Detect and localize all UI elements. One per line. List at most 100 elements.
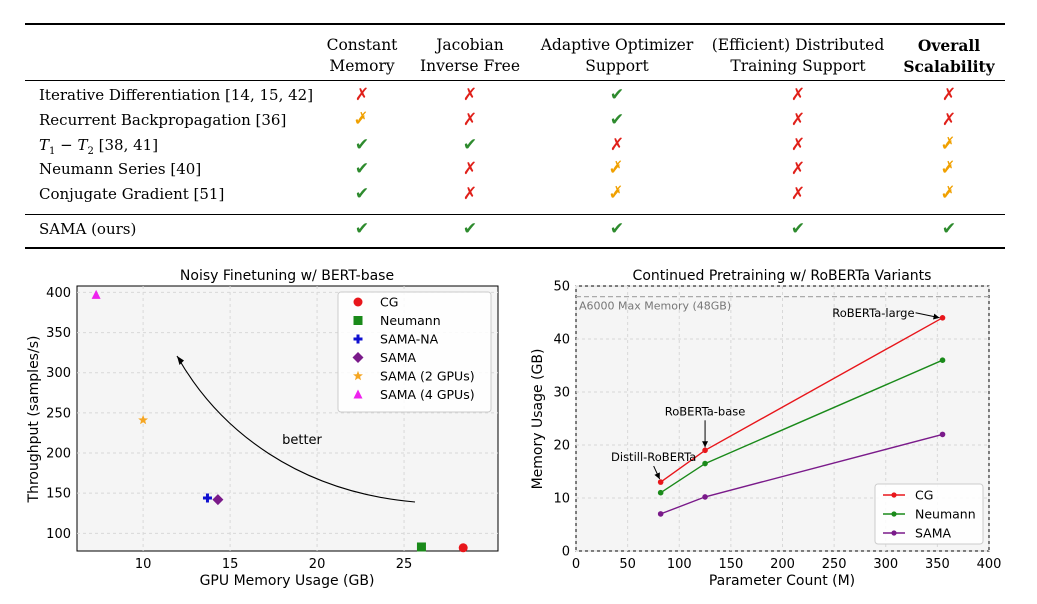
y-tick-label: 400 — [46, 286, 71, 301]
data-point-circle — [458, 543, 468, 553]
check-icon: ✔ — [790, 219, 806, 239]
legend-label: SAMA (2 GPUs) — [380, 369, 475, 384]
check-icon: ✔ — [609, 110, 625, 130]
check-icon: ✔ — [354, 159, 370, 179]
chart2-ylabel: Memory Usage (GB) — [530, 349, 546, 490]
data-point-square — [416, 542, 426, 552]
x-tick-label: 400 — [977, 557, 1002, 572]
legend-label: Neumann — [380, 313, 441, 328]
legend-marker — [891, 511, 897, 517]
better-arrow-head — [177, 356, 184, 365]
table-bottom-rule — [25, 247, 1005, 249]
legend-marker-star — [353, 370, 363, 381]
table-top-rule — [25, 23, 1005, 25]
x-tick-label: 25 — [396, 557, 413, 572]
noisy-finetuning-chart: Noisy Finetuning w/ BERT-base 10 15 20 25 10… — [26, 268, 499, 589]
data-point-triangle — [91, 289, 101, 299]
partial-check-icon: ✔ ✗ — [354, 110, 368, 129]
x-tick-label: 250 — [822, 557, 847, 572]
check-icon: ✔ — [462, 135, 478, 155]
chart2-title: Continued Pretraining w/ RoBERTa Variant… — [633, 268, 932, 284]
header-overall-scalability: Overall Scalability — [903, 36, 995, 76]
check-icon: ✔ — [354, 135, 370, 155]
legend-marker — [891, 530, 897, 536]
data-point — [657, 479, 664, 485]
check-icon: ✔ — [609, 219, 625, 239]
legend-marker — [891, 492, 897, 498]
y-tick-label: 40 — [553, 333, 570, 348]
y-tick-label: 250 — [46, 406, 71, 421]
data-point — [702, 447, 708, 454]
partial-check-icon: ✔ ✗ — [941, 159, 955, 178]
better-annotation: better — [282, 433, 322, 448]
data-point-diamond — [212, 494, 224, 506]
chart1-title: Noisy Finetuning w/ BERT-base — [180, 268, 394, 284]
check-icon: ✔ — [354, 219, 370, 239]
table-mid-rule — [25, 214, 1005, 215]
better-arrow — [176, 355, 416, 503]
x-tick-label: 15 — [222, 557, 239, 572]
header-jacobian-inverse-free: Jacobian Inverse Free — [419, 36, 520, 75]
legend-marker-circle — [353, 297, 363, 307]
annotation-arrow-head — [933, 313, 940, 320]
partial-check-icon: ✔ ✗ — [609, 184, 623, 203]
x-tick-label: 50 — [619, 557, 636, 572]
table-row-label: T1 − T2 [38, 41] — [39, 136, 159, 157]
y-tick-label: 20 — [553, 439, 570, 454]
chart1-legend — [337, 291, 492, 413]
table-row-label: Iterative Differentiation [14, 15, 42] — [39, 86, 314, 104]
x-tick-label: 10 — [135, 557, 152, 572]
data-point — [939, 431, 946, 438]
table-header-rule — [25, 80, 1005, 81]
partial-check-icon: ✔ ✗ — [941, 184, 955, 203]
check-icon: ✔ — [354, 184, 370, 204]
chart2-xlabel: Parameter Count (M) — [709, 573, 855, 589]
partial-check-icon: ✔ ✗ — [941, 135, 955, 154]
y-tick-label: 0 — [562, 545, 570, 560]
x-tick-label: 100 — [667, 557, 692, 572]
data-point — [657, 511, 664, 517]
y-tick-label: 100 — [46, 527, 71, 542]
cross-icon: ✗ — [609, 135, 625, 155]
table-row-label: SAMA (ours) — [39, 220, 137, 238]
comparison-table: Constant Memory Jacobian Inverse Free Adap… — [25, 23, 1005, 249]
cross-icon: ✗ — [790, 159, 806, 179]
legend-label: CG — [915, 488, 933, 503]
cross-icon: ✗ — [941, 110, 957, 130]
legend-label: SAMA-NA — [380, 332, 439, 347]
data-point — [939, 357, 946, 363]
table-row-label: Recurrent Backpropagation [36] — [39, 111, 287, 129]
cross-icon: ✗ — [790, 110, 806, 130]
cross-icon: ✗ — [354, 85, 370, 105]
x-tick-label: 300 — [873, 557, 898, 572]
y-tick-label: 200 — [46, 447, 71, 462]
header-distributed-training: (Efficient) Distributed Training Support — [711, 36, 885, 75]
data-point-star — [138, 414, 149, 425]
partial-check-icon: ✔ ✗ — [609, 159, 623, 178]
y-tick-label: 350 — [46, 326, 71, 341]
legend-label: SAMA (4 GPUs) — [380, 387, 475, 402]
legend-marker-square — [353, 316, 363, 325]
annotation-arrow-head — [654, 472, 660, 480]
y-tick-label: 30 — [553, 386, 570, 401]
legend-label: Neumann — [915, 507, 976, 522]
point-annotation: RoBERTa-large — [832, 306, 914, 320]
data-point — [702, 494, 708, 500]
x-tick-label: 350 — [925, 557, 950, 572]
annotation-arrow-head — [702, 441, 709, 448]
x-tick-label: 0 — [572, 557, 580, 572]
x-tick-label: 20 — [309, 557, 326, 572]
table-row-label: Conjugate Gradient [51] — [39, 185, 225, 203]
table-row-label: Neumann Series [40] — [39, 160, 202, 178]
chart1-xlabel: GPU Memory Usage (GB) — [200, 573, 375, 589]
cross-icon: ✗ — [462, 184, 478, 204]
data-point-plus — [202, 493, 212, 503]
header-constant-memory: Constant Memory — [326, 36, 398, 75]
data-point — [702, 460, 708, 467]
cross-icon: ✗ — [462, 159, 478, 179]
data-point — [939, 315, 946, 321]
legend-marker-diamond — [352, 352, 364, 363]
chart1-ylabel: Throughput (samples/s) — [26, 336, 42, 504]
cross-icon: ✗ — [462, 110, 478, 130]
legend-label: CG — [380, 295, 398, 310]
